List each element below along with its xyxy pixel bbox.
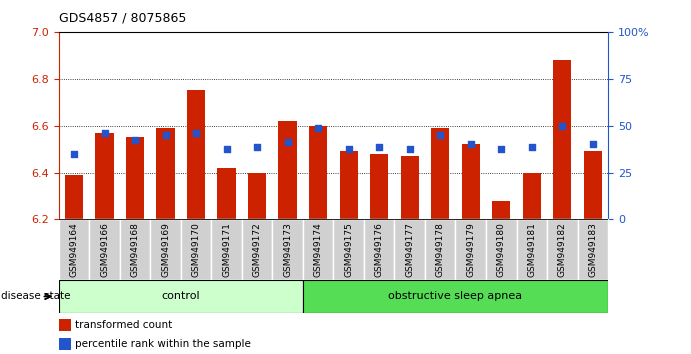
Text: GSM949170: GSM949170	[191, 222, 200, 278]
Text: disease state: disease state	[1, 291, 70, 302]
Bar	[364, 219, 395, 280]
Text: GSM949179: GSM949179	[466, 222, 475, 278]
Bar	[522, 172, 541, 219]
Bar	[333, 219, 364, 280]
Point	[374, 144, 385, 150]
Text: GSM949173: GSM949173	[283, 222, 292, 278]
Bar	[578, 219, 608, 280]
Point	[191, 130, 202, 136]
Point	[587, 142, 598, 147]
Bar	[455, 219, 486, 280]
Text: GSM949172: GSM949172	[253, 222, 262, 277]
Point	[312, 125, 323, 131]
Bar	[272, 219, 303, 280]
Bar	[95, 133, 113, 219]
Text: GSM949181: GSM949181	[527, 222, 536, 278]
Text: GSM949177: GSM949177	[405, 222, 414, 278]
Point	[160, 132, 171, 138]
Text: GSM949171: GSM949171	[222, 222, 231, 278]
Bar	[303, 219, 333, 280]
Bar	[59, 319, 70, 331]
Bar	[89, 219, 120, 280]
Text: GSM949168: GSM949168	[131, 222, 140, 278]
Bar	[211, 219, 242, 280]
Bar	[242, 219, 272, 280]
Text: GSM949178: GSM949178	[436, 222, 445, 278]
Point	[495, 146, 507, 152]
Point	[68, 151, 79, 156]
Text: control: control	[162, 291, 200, 302]
Bar	[553, 60, 571, 219]
Bar	[339, 152, 358, 219]
Bar	[547, 219, 578, 280]
Point	[435, 132, 446, 138]
Text: GDS4857 / 8075865: GDS4857 / 8075865	[59, 12, 186, 25]
Text: GSM949164: GSM949164	[70, 222, 79, 277]
Bar	[181, 219, 211, 280]
Text: GSM949180: GSM949180	[497, 222, 506, 278]
Point	[465, 142, 476, 147]
Bar	[303, 280, 608, 313]
Text: transformed count: transformed count	[75, 320, 173, 330]
Text: GSM949175: GSM949175	[344, 222, 353, 278]
Text: GSM949182: GSM949182	[558, 222, 567, 277]
Text: GSM949169: GSM949169	[161, 222, 170, 278]
Bar	[486, 219, 516, 280]
Bar	[59, 338, 70, 350]
Text: GSM949176: GSM949176	[375, 222, 384, 278]
Bar	[516, 219, 547, 280]
Bar	[156, 128, 175, 219]
Point	[282, 139, 293, 145]
Bar	[278, 121, 296, 219]
Point	[557, 123, 568, 129]
Point	[99, 130, 110, 136]
Bar	[218, 168, 236, 219]
Bar	[126, 137, 144, 219]
Bar	[187, 91, 205, 219]
Bar	[431, 128, 449, 219]
Text: percentile rank within the sample: percentile rank within the sample	[75, 339, 251, 349]
Text: GSM949183: GSM949183	[588, 222, 597, 278]
Bar	[120, 219, 151, 280]
Point	[343, 146, 354, 152]
Text: GSM949166: GSM949166	[100, 222, 109, 278]
Bar	[151, 219, 181, 280]
Bar	[492, 201, 511, 219]
Bar	[584, 152, 602, 219]
Bar	[248, 172, 266, 219]
Bar	[370, 154, 388, 219]
Bar	[59, 280, 303, 313]
Point	[221, 146, 232, 152]
Point	[404, 146, 415, 152]
Point	[252, 144, 263, 150]
Text: GSM949174: GSM949174	[314, 222, 323, 277]
Bar	[401, 156, 419, 219]
Text: obstructive sleep apnea: obstructive sleep apnea	[388, 291, 522, 302]
Point	[527, 144, 538, 150]
Point	[129, 137, 140, 143]
Bar	[59, 219, 89, 280]
Bar	[395, 219, 425, 280]
Bar	[425, 219, 455, 280]
Bar	[309, 126, 328, 219]
Bar	[462, 144, 480, 219]
Bar	[65, 175, 83, 219]
